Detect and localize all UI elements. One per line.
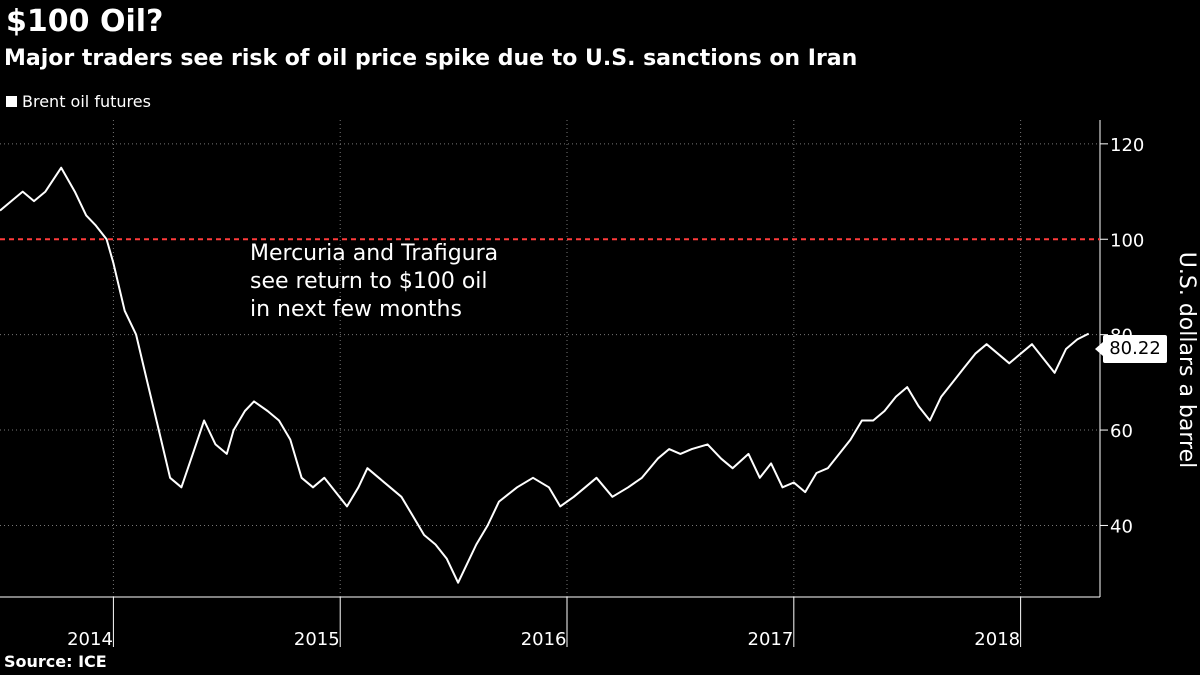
- last-value-label: 80.22: [1095, 335, 1167, 363]
- y-tick-label: 100: [1110, 230, 1144, 251]
- x-tick-label: 2016: [521, 629, 567, 650]
- y-tick-label: 60: [1110, 421, 1133, 442]
- annotation-line: Mercuria and Trafigura: [250, 241, 499, 266]
- legend: Brent oil futures: [6, 92, 151, 111]
- annotation-line: see return to $100 oil: [250, 269, 488, 294]
- source-note: Source: ICE: [4, 652, 107, 671]
- y-tick-label: 40: [1110, 516, 1133, 537]
- axes: [0, 120, 1101, 647]
- chart-title: $100 Oil?: [6, 4, 164, 39]
- x-tick-label: 2018: [974, 629, 1020, 650]
- legend-swatch: [6, 96, 17, 107]
- series-line-brent: [0, 166, 1090, 584]
- y-axis-label: U.S. dollars a barrel: [1174, 252, 1199, 468]
- x-tick-label: 2014: [67, 629, 113, 650]
- x-tick-labels: 2014 2015 2016 2017 2018: [67, 629, 1020, 650]
- chart-subtitle: Major traders see risk of oil price spik…: [4, 46, 858, 71]
- annotation-line: in next few months: [250, 297, 462, 322]
- annotation: Mercuria and Trafigura see return to $10…: [250, 240, 498, 324]
- x-tick-label: 2015: [294, 629, 340, 650]
- x-tick-label: 2017: [748, 629, 794, 650]
- y-tick-label: 120: [1110, 135, 1144, 156]
- grid-lines: [0, 120, 1100, 597]
- legend-label: Brent oil futures: [22, 92, 151, 111]
